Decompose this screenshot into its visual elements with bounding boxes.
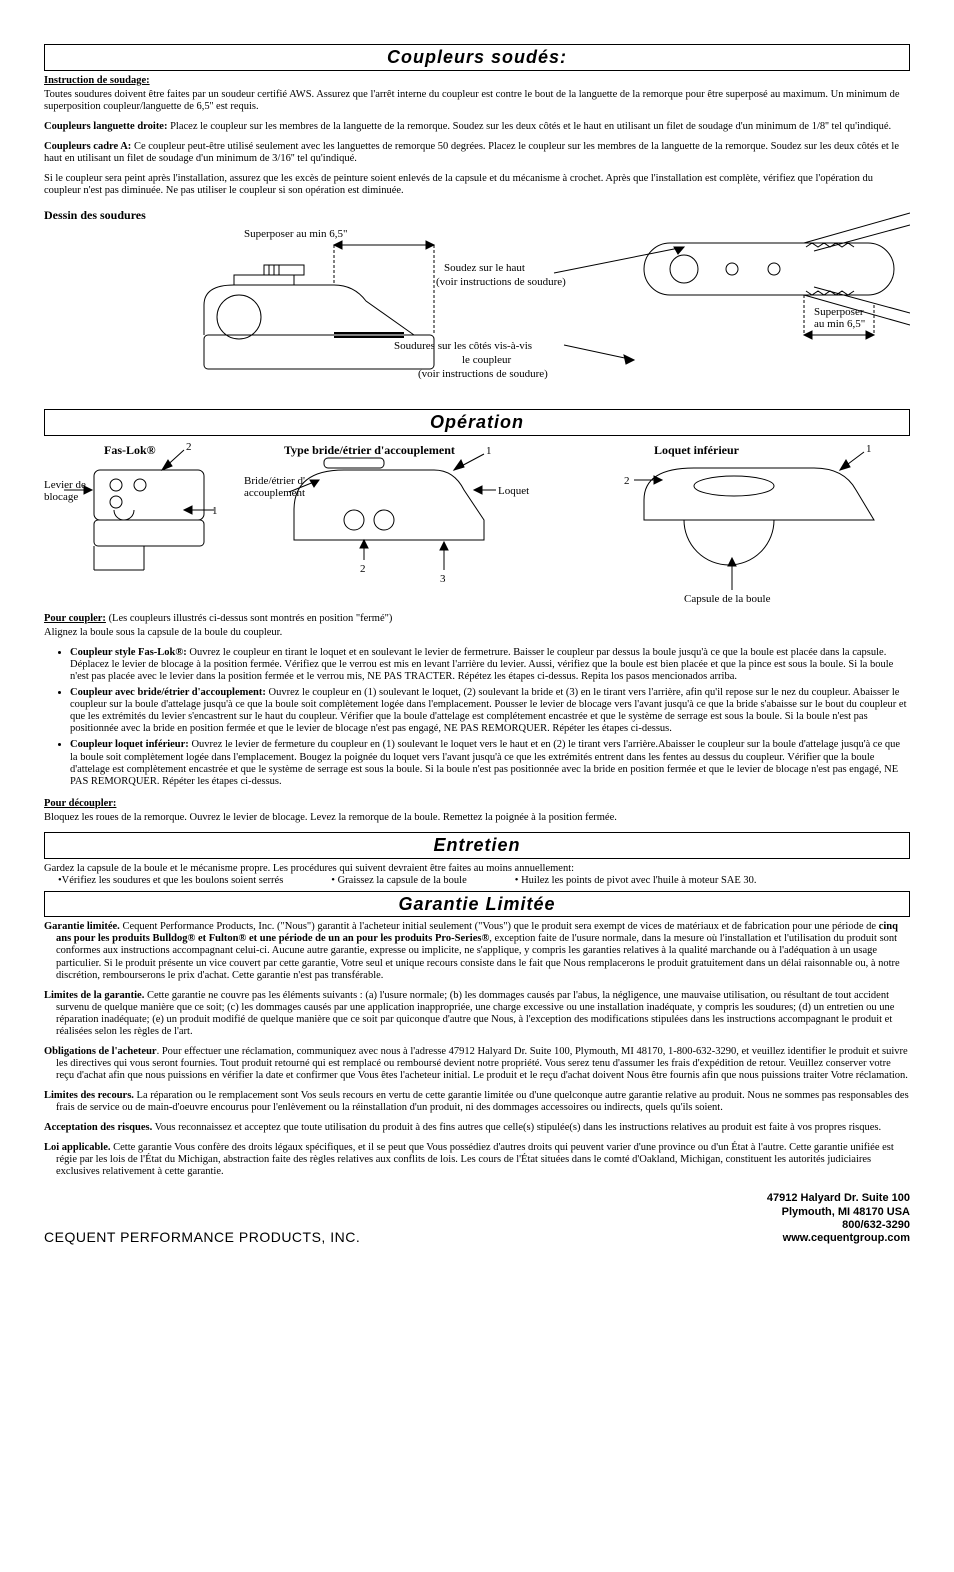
g5-lead: Acceptation des risques. <box>44 1122 152 1133</box>
diag-weld-side1: Soudures sur les côtés vis-à-vis <box>394 340 532 352</box>
op-num2a: 2 <box>186 441 192 453</box>
operation-diagram: Fas-Lok® 2 1 Levier de blocage Type brid… <box>44 440 910 610</box>
pour-coupler-note: (Les coupleurs illustrés ci-dessus sont … <box>106 613 392 624</box>
op-num3b: 3 <box>440 573 446 585</box>
g6-body: Cette garantie Vous confère des droits l… <box>56 1142 894 1177</box>
footer-addr2: Plymouth, MI 48170 USA <box>767 1206 910 1219</box>
op-capsule: Capsule de la boule <box>684 593 771 605</box>
g4-body: La réparation ou le remplacement sont Vo… <box>56 1090 909 1113</box>
diag-weld-top: Soudez sur le haut <box>444 262 525 274</box>
op-lever-l1: Levier de <box>44 479 86 491</box>
weld-diagram: Dessin des soudures Superposer au min 6,… <box>44 205 910 405</box>
op-lever-l2: blocage <box>44 491 78 503</box>
section-title-entretien: Entretien <box>44 832 910 859</box>
diag-overlap-r1: Superposer <box>814 306 864 318</box>
coupler-align: Alignez la boule sous la capsule de la b… <box>44 627 910 639</box>
coupler-list: Coupleur style Fas-Lok®: Ouvrez le coupl… <box>70 647 910 788</box>
pour-coupler-heading: Pour coupler: <box>44 613 106 624</box>
g3-lead: Obligations de l'acheteur <box>44 1046 157 1057</box>
li3-lead: Coupleur loquet inférieur: <box>70 739 189 750</box>
op-num1b: 1 <box>486 445 492 457</box>
entretien-b2: • Graissez la capsule de la boule <box>331 875 466 887</box>
instr-p2-lead: Coupleurs languette droite: <box>44 121 167 132</box>
section-title-garantie: Garantie Limitée <box>44 891 910 918</box>
operation-diagram-svg: Fas-Lok® 2 1 Levier de blocage Type brid… <box>44 440 910 610</box>
garantie-p5: Acceptation des risques. Vous reconnaiss… <box>44 1122 910 1134</box>
li1-body: Ouvrez le coupleur en tirant le loquet e… <box>70 647 893 682</box>
op-num2b: 2 <box>360 563 366 575</box>
entretien-bullets: •Vérifiez les soudures et que les boulon… <box>44 875 910 887</box>
instr-p3-body: Ce coupleur peut-être utilisé seulement … <box>44 141 899 164</box>
weld-diagram-svg: Dessin des soudures Superposer au min 6,… <box>44 205 910 405</box>
instruction-heading: Instruction de soudage: <box>44 75 910 87</box>
li3-body: Ouvrez le levier de fermeture du coupleu… <box>70 739 900 786</box>
pour-coupler: Pour coupler: (Les coupleurs illustrés c… <box>44 613 910 625</box>
section-title-couplers: Coupleurs soudés: <box>44 44 910 71</box>
footer-addr3: 800/632-3290 <box>767 1219 910 1232</box>
footer-address: 47912 Halyard Dr. Suite 100 Plymouth, MI… <box>767 1192 910 1245</box>
page-footer: CEQUENT PERFORMANCE PRODUCTS, INC. 47912… <box>44 1192 910 1245</box>
instr-p3-lead: Coupleurs cadre A: <box>44 141 131 152</box>
op-num1c: 1 <box>866 443 872 455</box>
op-loquet: Loquet <box>498 485 529 497</box>
garantie-p6: Loi applicable. Cette garantie Vous conf… <box>44 1142 910 1178</box>
diag-overlap-r2: au min 6,5" <box>814 318 865 330</box>
garantie-p1: Garantie limitée. Cequent Performance Pr… <box>44 921 910 981</box>
g4-lead: Limites des recours. <box>44 1090 134 1101</box>
list-item: Coupleur avec bride/étrier d'accouplemen… <box>70 687 910 735</box>
list-item: Coupleur style Fas-Lok®: Ouvrez le coupl… <box>70 647 910 683</box>
diag-weld-top2: (voir instructions de soudure) <box>436 276 566 288</box>
op-yoke-label: Type bride/étrier d'accouplement <box>284 443 455 457</box>
g5-body: Vous reconnaissez et acceptez que toute … <box>152 1122 881 1133</box>
instr-heading-text: Instruction de soudage: <box>44 75 150 86</box>
decouple-text: Bloquez les roues de la remorque. Ouvrez… <box>44 812 910 824</box>
op-yoke-l1: Bride/étrier d' <box>244 475 305 487</box>
li1-lead: Coupleur style Fas-Lok®: <box>70 647 187 658</box>
diag-overlap-top: Superposer au min 6,5" <box>244 228 347 240</box>
entretien-p1: Gardez la capsule de la boule et le méca… <box>44 863 910 875</box>
instr-p2: Coupleurs languette droite: Placez le co… <box>44 121 910 133</box>
garantie-p4: Limites des recours. La réparation ou le… <box>44 1090 910 1114</box>
list-item: Coupleur loquet inférieur: Ouvrez le lev… <box>70 739 910 787</box>
g3-body: . Pour effectuer une réclamation, commun… <box>56 1046 908 1081</box>
g2-lead: Limites de la garantie. <box>44 990 144 1001</box>
diag-weld-side3: (voir instructions de soudure) <box>418 368 548 380</box>
g1-lead: Garantie limitée. <box>44 921 120 932</box>
op-num1a: 1 <box>212 505 218 517</box>
footer-addr4: www.cequentgroup.com <box>767 1232 910 1245</box>
footer-addr1: 47912 Halyard Dr. Suite 100 <box>767 1192 910 1205</box>
op-lower-label: Loquet inférieur <box>654 443 740 457</box>
instr-p1: Toutes soudures doivent être faites par … <box>44 89 910 113</box>
li2-lead: Coupleur avec bride/étrier d'accouplemen… <box>70 687 266 698</box>
diag-weld-side2: le coupleur <box>462 354 512 366</box>
pour-decoupler: Pour découpler: <box>44 798 910 810</box>
g6-lead: Loi applicable. <box>44 1142 111 1153</box>
footer-company: CEQUENT PERFORMANCE PRODUCTS, INC. <box>44 1229 360 1245</box>
decouple-heading: Pour découpler: <box>44 798 116 809</box>
instr-p3: Coupleurs cadre A: Ce coupleur peut-être… <box>44 141 910 165</box>
instr-p4: Si le coupleur sera peint après l'instal… <box>44 173 910 197</box>
section-title-operation: Opération <box>44 409 910 436</box>
g1a: Cequent Performance Products, Inc. ("Nou… <box>120 921 879 932</box>
op-yoke-l2: accouplement <box>244 487 305 499</box>
g2-body: Cette garantie ne couvre pas les élément… <box>56 990 894 1037</box>
op-faslok-label: Fas-Lok® <box>104 443 156 457</box>
diag-title-text: Dessin des soudures <box>44 208 146 222</box>
instr-p2-body: Placez le coupleur sur les membres de la… <box>167 121 891 132</box>
entretien-b1: •Vérifiez les soudures et que les boulon… <box>58 875 283 887</box>
op-num2c: 2 <box>624 475 630 487</box>
garantie-p2: Limites de la garantie. Cette garantie n… <box>44 990 910 1038</box>
entretien-b3: • Huilez les points de pivot avec l'huil… <box>515 875 757 887</box>
garantie-p3: Obligations de l'acheteur. Pour effectue… <box>44 1046 910 1082</box>
